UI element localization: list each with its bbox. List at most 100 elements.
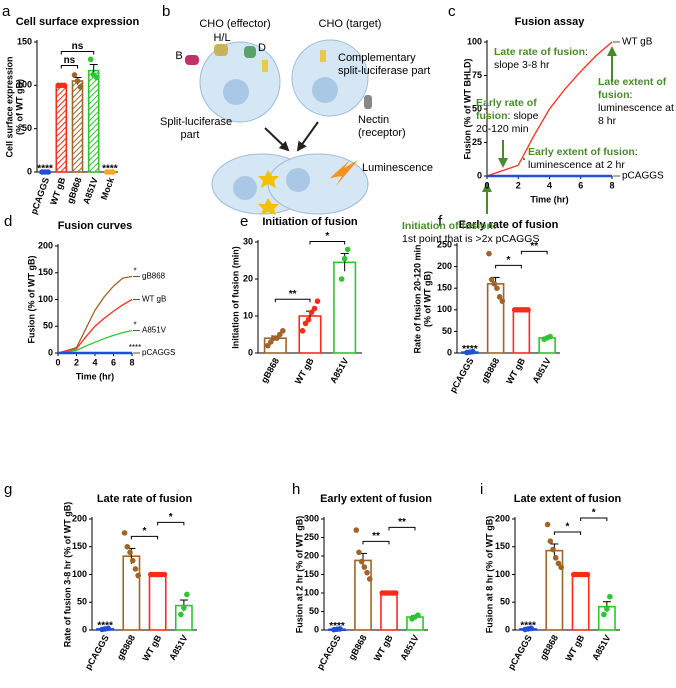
data-point	[132, 566, 139, 572]
bar	[380, 592, 398, 631]
x-tick-label: 0	[55, 357, 60, 367]
significance: ****	[37, 164, 53, 175]
comparison-bracket	[60, 51, 95, 55]
comparison-label: **	[372, 531, 380, 542]
label: split-luciferase part	[338, 65, 430, 77]
y-tick-label: 100	[38, 294, 53, 304]
panel: d Fusion curves Fusion (% of WT gB) 0 50 100 1…	[4, 213, 175, 381]
data-point	[550, 546, 556, 553]
annotation-key: Late extent of fusion	[598, 76, 667, 101]
comparison-label: ns	[72, 41, 84, 52]
significance: ****	[97, 621, 113, 632]
data-point	[338, 276, 345, 282]
x-tick-label: WT gB	[564, 633, 587, 663]
x-tick-label: pCAGGS	[315, 633, 343, 671]
data-point	[604, 606, 610, 612]
data-point	[392, 590, 399, 596]
label: Nectin	[358, 114, 389, 126]
chart-title: Fusion assay	[515, 16, 586, 28]
data-point	[341, 255, 348, 262]
significance: *	[133, 267, 136, 276]
protein-hl	[214, 44, 228, 56]
x-tick-label: Mock	[99, 175, 117, 201]
panel-label: c	[448, 3, 456, 20]
data-point	[93, 74, 100, 81]
y-tick-label: 0	[314, 624, 319, 634]
y-tick-label: 0	[477, 170, 482, 180]
x-axis-label: Time (hr)	[76, 371, 114, 381]
y-tick-label: 0	[447, 347, 452, 357]
comparison-label: *	[143, 526, 147, 537]
x-tick-label: pCAGGS	[83, 633, 111, 671]
y-tick-label: 50	[472, 103, 482, 113]
chart-title: Early extent of fusion	[320, 493, 432, 505]
data-point	[181, 605, 187, 611]
y-tick-label: 75	[472, 70, 482, 80]
data-point	[525, 307, 531, 313]
series-line	[486, 41, 613, 177]
data-point	[486, 250, 492, 257]
data-point	[87, 56, 94, 63]
data-point	[302, 320, 309, 327]
significance: ****	[329, 621, 345, 632]
x-tick-label: WT gB	[504, 356, 527, 386]
comparison-bracket	[553, 531, 582, 535]
lightning	[330, 160, 358, 186]
significance: ****	[462, 344, 478, 355]
data-point	[584, 571, 591, 578]
protein-b	[185, 55, 199, 65]
data-point	[499, 298, 506, 304]
bar	[148, 573, 167, 631]
annotation: Late extent of fusion: luminescence at 8…	[598, 76, 674, 128]
data-point	[494, 285, 500, 292]
panel-label: g	[4, 481, 12, 498]
x-tick-label: A851V	[81, 176, 100, 205]
y-axis-label: Fusion (% of WT BHLD)	[462, 59, 472, 160]
label: CHO (target)	[319, 18, 382, 30]
comparison-bracket	[580, 517, 608, 521]
comparison-label: *	[169, 512, 173, 523]
panel-label: d	[4, 213, 12, 230]
y-tick-label: 150	[72, 541, 87, 551]
y-tick-label: 10	[243, 310, 253, 320]
data-point	[280, 328, 286, 334]
y-tick-label: 50	[309, 606, 319, 616]
annotation-text: 1st point that is >2x pCAGGS	[402, 233, 540, 245]
annotation-arrows	[482, 46, 617, 214]
y-tick-label: 200	[304, 550, 319, 560]
data-point	[555, 560, 562, 567]
y-tick-label: 0	[505, 624, 510, 634]
nucleus	[312, 77, 338, 103]
x-tick-label: WT gB	[293, 356, 316, 386]
chart-title: Early rate of fusion	[459, 219, 559, 231]
y-tick-label: 200	[437, 261, 452, 271]
diagram-labels: CHO (effector) CHO (target) H/L B D Comp…	[160, 18, 433, 174]
label: (receptor)	[358, 127, 406, 139]
data-point	[121, 530, 128, 536]
bar	[55, 84, 68, 173]
bar	[571, 573, 590, 631]
comparison-bracket	[520, 250, 548, 255]
y-axis-label: Cell surface expression	[4, 56, 14, 157]
panel: a Cell surface expression Cell surface exp…	[2, 3, 140, 216]
comparison-label: **	[530, 241, 538, 252]
bar	[87, 69, 100, 173]
y-tick-label: 0	[248, 347, 253, 357]
data-point	[547, 333, 553, 340]
annotation-text: : luminescence at 2 hr	[528, 146, 638, 171]
diagram: b CHO (effector) CHO (target) H/L B D Co…	[160, 3, 433, 215]
luciferase	[262, 60, 268, 72]
data-point	[601, 611, 607, 618]
annotation-text: : slope 3-8 hr	[494, 46, 588, 71]
data-point	[344, 246, 351, 253]
x-tick-label: 6	[111, 357, 116, 367]
x-tick-label: 4	[92, 357, 97, 367]
data-point	[552, 555, 559, 561]
y-axis-label: Fusion (% of WT gB)	[26, 256, 36, 344]
panel: c Fusion assay Fusion (% of WT BHLD) 0 25 50 7…	[448, 3, 664, 204]
data-point	[356, 549, 362, 556]
data-point	[558, 564, 564, 571]
y-axis-label: (% of WT gB)	[422, 271, 432, 327]
comparison-bracket	[274, 298, 311, 303]
